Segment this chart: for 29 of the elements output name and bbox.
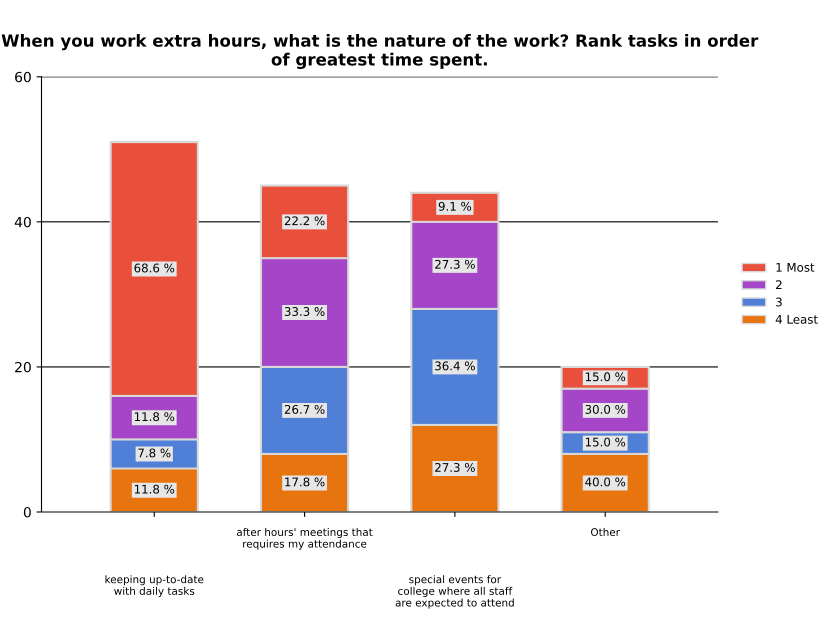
legend-label: 1 Most (776, 263, 814, 272)
annotation: 11.8 % (134, 484, 174, 494)
annotation: 11.8 % (134, 412, 174, 422)
x-tick-label: after hours' meetings that requires my attendance (236, 528, 373, 550)
annotation: 7.8 % (138, 448, 170, 458)
y-tick-label: 0 (24, 506, 31, 518)
annotation: 68.6 % (134, 264, 174, 272)
annotation: 27.3 % (435, 462, 475, 472)
annotation: 15.0 % (586, 372, 626, 382)
annotation: 27.3 % (435, 260, 475, 269)
annotation: 15.0 % (586, 438, 626, 447)
legend-label: 4 Least (776, 315, 818, 324)
y-tick-label: 40 (14, 216, 31, 228)
annotation: 9.1 % (438, 202, 472, 211)
legend-label: 2 (776, 280, 782, 289)
x-tick-label: Other (591, 528, 620, 536)
annotation: 26.7 % (284, 404, 325, 414)
annotation: 17.8 % (285, 477, 325, 486)
chart-title: When you work extra hours, what is the nature of the work? Rank tasks in order of greatest time spent. (2, 34, 758, 70)
y-tick-label: 20 (15, 362, 31, 372)
y-tick-label: 60 (15, 72, 31, 82)
annotation: 40.0 % (585, 477, 626, 486)
annotation: 30.0 % (585, 404, 626, 414)
annotation: 33.3 % (284, 307, 325, 316)
legend-label: 3 (776, 298, 782, 306)
x-tick-label: keeping up-to-date with daily tasks (106, 575, 204, 597)
x-tick-label: special events for college where all staff are expected to attend (396, 575, 514, 609)
annotation: 22.2 % (284, 216, 325, 226)
annotation: 36.4 % (435, 361, 475, 370)
